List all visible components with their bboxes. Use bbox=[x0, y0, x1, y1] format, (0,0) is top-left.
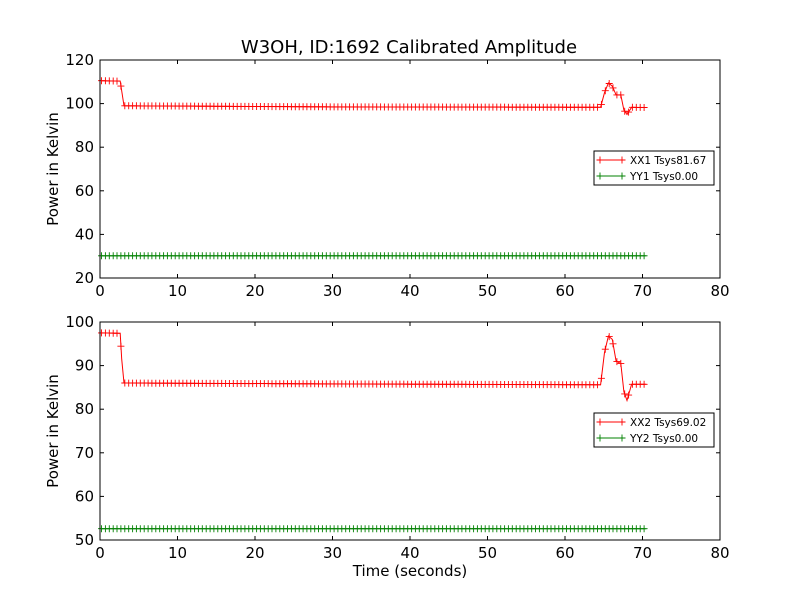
y-axis-label: Power in Kelvin bbox=[44, 374, 62, 488]
x-tick-label: 0 bbox=[95, 544, 105, 562]
y-tick-label: 80 bbox=[75, 138, 94, 156]
y-tick-label: 70 bbox=[75, 444, 94, 462]
data-point-marker bbox=[640, 380, 648, 388]
legend-marker bbox=[618, 172, 626, 180]
legend-box bbox=[593, 150, 715, 186]
series-1-group bbox=[98, 329, 648, 403]
x-tick-label: 0 bbox=[95, 282, 105, 300]
series-1-group bbox=[98, 77, 648, 116]
legend-marker bbox=[618, 434, 626, 442]
legend: XX1 Tsys81.67 YY1 Tsys0.00 bbox=[593, 150, 715, 186]
y-tick-label: 60 bbox=[75, 487, 94, 505]
x-tick-label: 70 bbox=[633, 282, 652, 300]
data-point-marker bbox=[613, 358, 621, 366]
data-point-marker bbox=[640, 525, 648, 533]
x-tick-label: 80 bbox=[710, 544, 729, 562]
x-tick-label: 20 bbox=[245, 544, 264, 562]
data-point-marker bbox=[609, 84, 617, 92]
y-axis-label: Power in Kelvin bbox=[44, 112, 62, 226]
data-point-marker bbox=[609, 340, 617, 348]
plot-bottom: 0 10 20 30 40 50 60 70 80 50 60 70 80 90 100 Power in K… bbox=[44, 313, 730, 580]
y-tick-label: 20 bbox=[75, 269, 94, 287]
data-point-marker bbox=[597, 374, 605, 382]
y-tick-label: 50 bbox=[75, 531, 94, 549]
legend-entry-label: XX2 Tsys69.02 bbox=[630, 417, 706, 429]
x-tick-label: 50 bbox=[478, 282, 497, 300]
data-point-marker bbox=[640, 104, 648, 111]
legend-marker bbox=[596, 434, 604, 442]
data-point-marker bbox=[617, 91, 625, 99]
data-point-marker bbox=[594, 381, 601, 389]
x-tick-label: 20 bbox=[245, 282, 264, 300]
legend-marker bbox=[596, 156, 604, 164]
data-point-marker bbox=[601, 87, 609, 95]
data-point-marker bbox=[117, 342, 125, 350]
x-tick-label: 60 bbox=[555, 544, 574, 562]
data-point-marker bbox=[594, 103, 601, 111]
series-2-group bbox=[98, 252, 648, 260]
data-point-marker bbox=[113, 77, 121, 85]
data-point-marker bbox=[617, 359, 625, 367]
y-tick-label: 100 bbox=[65, 313, 94, 331]
legend-entry-label: YY1 Tsys0.00 bbox=[629, 171, 698, 183]
data-point-marker bbox=[601, 345, 609, 353]
chart-title: W3OH, ID:1692 Calibrated Amplitude bbox=[241, 37, 577, 58]
legend-marker bbox=[596, 172, 604, 180]
data-point-marker bbox=[605, 80, 613, 87]
y-tick-label: 80 bbox=[75, 400, 94, 418]
y-tick-label: 40 bbox=[75, 225, 94, 243]
y-tick-label: 100 bbox=[65, 95, 94, 113]
legend-marker bbox=[618, 156, 626, 164]
series-2-group bbox=[98, 525, 648, 533]
data-point-marker bbox=[625, 391, 633, 399]
legend-entry-label: YY2 Tsys0.00 bbox=[629, 433, 698, 445]
legend-marker bbox=[618, 418, 626, 426]
legend: XX2 Tsys69.02 YY2 Tsys0.00 bbox=[593, 412, 715, 448]
x-tick-label: 40 bbox=[400, 282, 419, 300]
legend-box bbox=[593, 412, 715, 448]
x-tick-label: 50 bbox=[478, 544, 497, 562]
x-tick-label: 60 bbox=[555, 282, 574, 300]
legend-marker bbox=[596, 418, 604, 426]
x-tick-label: 30 bbox=[323, 544, 342, 562]
legend-entry-label: XX1 Tsys81.67 bbox=[630, 155, 706, 167]
x-tick-label: 70 bbox=[633, 544, 652, 562]
x-tick-label: 40 bbox=[400, 544, 419, 562]
x-tick-label: 10 bbox=[168, 282, 187, 300]
x-tick-label: 80 bbox=[710, 282, 729, 300]
plot-top: 0 10 20 30 40 50 60 70 80 20 40 60 80 100 120 Power in … bbox=[44, 51, 730, 300]
data-point-marker bbox=[113, 329, 121, 337]
data-point-marker bbox=[621, 390, 629, 398]
series-line-1 bbox=[101, 332, 647, 403]
data-point-marker bbox=[640, 252, 648, 260]
data-point-marker bbox=[605, 333, 613, 341]
y-tick-label: 120 bbox=[65, 51, 94, 69]
data-point-marker bbox=[597, 100, 605, 108]
y-tick-label: 90 bbox=[75, 357, 94, 375]
data-point-marker bbox=[117, 82, 125, 90]
x-tick-label: 30 bbox=[323, 282, 342, 300]
data-point-marker bbox=[625, 108, 633, 116]
data-point-marker bbox=[621, 107, 629, 115]
x-tick-label: 10 bbox=[168, 544, 187, 562]
y-tick-label: 60 bbox=[75, 182, 94, 200]
x-axis-label: Time (seconds) bbox=[352, 562, 468, 580]
